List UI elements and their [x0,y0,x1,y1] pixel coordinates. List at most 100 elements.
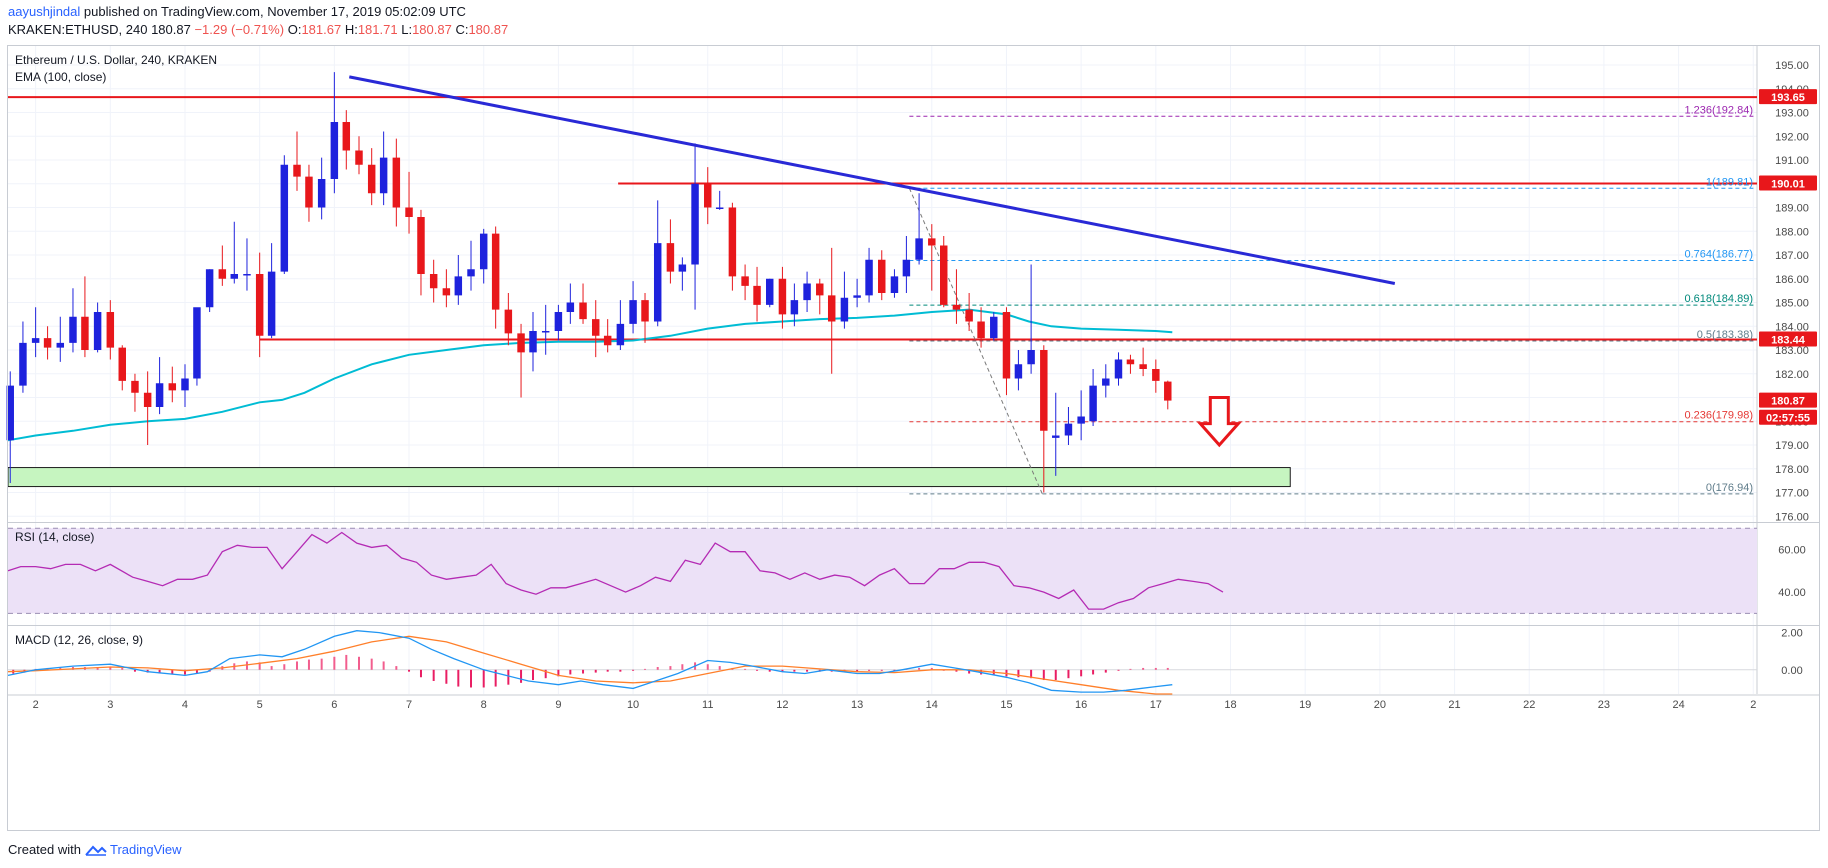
candle-down [940,245,948,305]
candle-down [741,276,749,286]
price-axis-label: 182.00 [1775,369,1809,381]
high-value: 181.71 [357,22,398,37]
fib-level-label: 0.5(183.38) [1697,329,1753,341]
fib-level-label: 0.764(186.77) [1685,248,1754,260]
candle-up [765,278,774,305]
candle-down [666,243,675,272]
candle-up [541,331,550,333]
time-axis-label: 20 [1374,699,1386,711]
candle-down [504,309,513,334]
candle-down [517,333,525,353]
open-label: O: [287,22,302,37]
time-axis-label: 4 [182,699,188,711]
fib-level-label: 1.236(192.84) [1685,104,1754,116]
candle-down [603,335,612,346]
tradingview-logo-icon [85,845,107,856]
footer: Created with TradingView [8,842,182,857]
candle-up [629,300,637,324]
candle-up [243,274,251,276]
candle-down [342,122,351,151]
candle-down [878,259,886,293]
candle-down [1126,359,1135,365]
candle-up [205,269,214,308]
time-axis-label: 7 [406,699,412,711]
candle-up [317,179,326,208]
candle-up [1077,416,1085,424]
macd-axis-label: 0.00 [1781,665,1802,677]
time-axis-label: 12 [776,699,788,711]
author-link[interactable]: aayushjindal [8,4,81,19]
main-pane-title: Ethereum / U.S. Dollar, 240, KRAKEN [15,53,217,67]
symbol-info: KRAKEN:ETHUSD, 240 180.87 −1.29 (−0.71%)… [8,22,508,37]
candle-down [118,347,126,381]
price-axis-label: 192.00 [1775,131,1809,143]
candle-up [1052,435,1060,438]
price-axis-label: 178.00 [1775,464,1809,476]
time-axis-label: 17 [1150,699,1162,711]
down-arrow-icon [1196,396,1242,448]
price-axis-label: 189.00 [1775,203,1809,215]
created-with-text: Created with [8,842,81,857]
price-tag [1759,392,1817,408]
candle-down [442,288,451,296]
candle-down [704,183,712,208]
price-tag [1759,89,1817,105]
candle-down [965,309,973,322]
candle-down [591,319,600,336]
fib-level-label: 0(176.94) [1706,482,1753,494]
low-label: L: [401,22,413,37]
candle-up [1089,385,1097,422]
time-axis-label: 3 [107,699,113,711]
candle-up [467,269,475,277]
rsi-line [7,531,1224,610]
candle-down [1152,369,1160,381]
candle-down [429,274,438,289]
candle-down [1002,312,1011,379]
candle-up [803,283,811,301]
candle-down [491,233,500,310]
price-axis-label: 191.00 [1775,155,1809,167]
publish-text: published on TradingView.com, November 1… [80,4,466,19]
price-tag-label: 180.87 [1771,396,1805,408]
tradingview-link[interactable]: TradingView [85,842,182,857]
publish-info: aayushjindal published on TradingView.co… [8,4,466,19]
candle-down [1040,350,1048,431]
ema-line [7,308,1173,442]
candle-down [367,164,376,194]
candle-up [915,238,923,260]
time-axis-label: 22 [1523,699,1535,711]
price-axis-label: 177.00 [1775,488,1809,500]
candle-up [990,316,998,339]
rsi-axis-label: 60.00 [1778,545,1806,557]
candle-down [952,304,961,310]
candle-up [715,207,724,209]
candle-up [1102,378,1110,386]
time-axis-label: 14 [926,699,938,711]
candle-down [143,392,152,407]
candle-up [890,276,899,293]
candle-down [1139,364,1147,369]
price-axis-label: 186.00 [1775,274,1809,286]
candle-up [691,183,699,265]
candle-down [816,283,824,296]
price-tag-label: 183.44 [1771,335,1806,347]
candle-down [355,150,363,165]
time-axis-label: 9 [555,699,561,711]
macd-line [7,630,1173,693]
candle-up [678,264,687,272]
time-axis-label: 8 [481,699,487,711]
candle-up [19,342,27,386]
time-axis-label: 11 [702,699,713,711]
tradingview-brand: TradingView [109,842,182,857]
candle-down [392,157,401,208]
open-value: 181.67 [301,22,342,37]
time-axis-label: 6 [331,699,337,711]
main-pane-indicator: EMA (100, close) [15,70,106,84]
candle-down [106,312,115,348]
candle-down [131,380,139,393]
candle-down [928,238,936,246]
macd-signal-line [7,635,1173,695]
time-axis-label: 23 [1598,699,1610,711]
symbol-line: KRAKEN:ETHUSD, 240 [8,22,148,37]
